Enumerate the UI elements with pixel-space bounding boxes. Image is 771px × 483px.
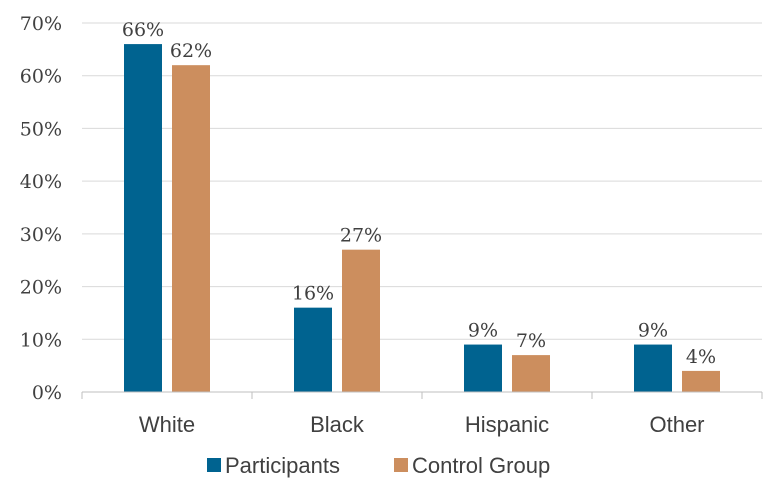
y-tick-label: 70% — [20, 13, 62, 35]
x-tick-label: White — [139, 412, 195, 437]
x-tick-label: Other — [649, 412, 704, 437]
y-tick-label: 20% — [20, 277, 62, 299]
y-tick-label: 50% — [20, 118, 62, 140]
bar-participants — [124, 44, 162, 392]
data-label: 9% — [638, 320, 668, 342]
bar-participants — [634, 344, 672, 392]
data-label: 7% — [516, 330, 546, 352]
data-label: 9% — [468, 320, 498, 342]
bar-control-group — [512, 355, 550, 392]
y-tick-label: 30% — [20, 224, 62, 246]
data-label: 66% — [122, 19, 164, 41]
bar-control-group — [172, 65, 210, 393]
bar-participants — [464, 344, 502, 392]
bar-control-group — [342, 249, 380, 392]
y-tick-label: 10% — [20, 329, 62, 351]
bars — [124, 44, 720, 393]
legend: Participants Control Group — [207, 453, 550, 478]
data-labels: 66% 62% 16% 27% 9% 7% 9% 4% — [122, 19, 716, 368]
legend-label: Participants — [225, 453, 340, 478]
bar-control-group — [682, 370, 720, 392]
legend-swatch — [207, 458, 221, 472]
y-tick-label: 40% — [20, 171, 62, 193]
legend-label: Control Group — [412, 453, 550, 478]
x-tick-label: Black — [310, 412, 365, 437]
y-tick-label: 60% — [20, 66, 62, 88]
data-label: 62% — [170, 40, 212, 62]
x-tick-label: Hispanic — [465, 412, 549, 437]
y-tick-label: 0% — [32, 382, 62, 404]
x-axis: White Black Hispanic Other — [81, 391, 763, 437]
data-label: 4% — [686, 346, 716, 368]
legend-swatch — [394, 458, 408, 472]
data-label: 16% — [292, 283, 334, 305]
y-axis: 0% 10% 20% 30% 40% 50% 60% 70% — [20, 13, 62, 404]
data-label: 27% — [340, 225, 382, 247]
bar-participants — [294, 307, 332, 392]
